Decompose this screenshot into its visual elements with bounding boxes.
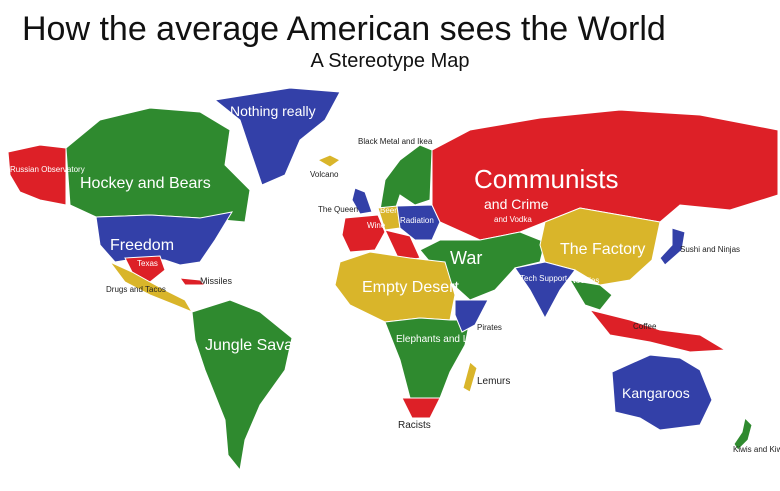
- region-usa: [95, 211, 234, 266]
- region-australia: [611, 354, 713, 431]
- region-mexico: [109, 261, 194, 314]
- region-alaska: [7, 144, 67, 206]
- region-texas: [124, 255, 166, 283]
- label-south-america: Jungle Savages: [205, 337, 319, 354]
- label-south-africa: Racists: [398, 420, 431, 431]
- label-cuba: Missiles: [200, 276, 233, 286]
- label-indonesia: Coffee: [633, 322, 657, 331]
- label-alaska: Russian Observatory: [10, 165, 85, 174]
- region-china: [539, 207, 661, 286]
- label-mexico: Drugs and Tacos: [106, 285, 166, 294]
- label-madagascar: Lemurs: [477, 376, 510, 387]
- region-russia: [431, 109, 779, 241]
- label-middle-east: War: [450, 248, 482, 268]
- label-germany: Beer: [380, 206, 397, 215]
- region-india: [514, 261, 576, 320]
- region-central-africa: [384, 317, 471, 399]
- label-canada: Hockey and Bears: [80, 175, 211, 192]
- label-japan: Sushi and Ninjas: [680, 245, 740, 254]
- map-subtitle: A Stereotype Map: [310, 50, 470, 72]
- label-france: Wine: [367, 221, 386, 230]
- region-uk: [351, 187, 373, 215]
- region-somalia: [454, 299, 489, 333]
- region-indonesia: [588, 309, 727, 353]
- label-india: Tech Support: [520, 274, 568, 283]
- region-scandinavia: [379, 144, 433, 211]
- region-madagascar: [462, 361, 478, 393]
- label-russia-sub: and Crime: [484, 196, 549, 212]
- region-japan: [659, 227, 686, 266]
- label-uk: The Queen: [318, 205, 358, 214]
- region-canada: [65, 107, 251, 223]
- region-france: [341, 214, 386, 253]
- label-texas: Texas: [137, 259, 158, 268]
- label-australia: Kangaroos: [622, 385, 690, 401]
- label-ukraine: Radiation: [400, 216, 434, 225]
- region-iceland: [316, 154, 341, 168]
- label-scandinavia: Black Metal and Ikea: [358, 137, 433, 146]
- label-greenland: Nothing really: [230, 103, 316, 119]
- label-russia-small: and Vodka: [494, 215, 532, 224]
- label-iceland: Volcano: [310, 170, 339, 179]
- region-cuba: [178, 277, 207, 286]
- label-central-africa: Elephants and Lions: [396, 334, 487, 345]
- region-south-america: [191, 299, 293, 472]
- region-south-africa: [401, 397, 441, 419]
- map-title: How the average American sees the World: [22, 10, 666, 48]
- label-somalia: Pirates: [477, 323, 502, 332]
- label-china: The Factory: [560, 241, 645, 258]
- region-new-zealand: [733, 416, 753, 451]
- label-russia: Communists: [474, 164, 618, 194]
- region-se-asia: [569, 279, 613, 311]
- label-se-asia: Noodles: [570, 276, 599, 285]
- region-greenland: [213, 87, 341, 186]
- label-north-africa: Empty Desert: [362, 279, 459, 296]
- label-usa: Freedom: [110, 237, 174, 254]
- label-new-zealand: Kiwis and Kiwis: [733, 445, 780, 454]
